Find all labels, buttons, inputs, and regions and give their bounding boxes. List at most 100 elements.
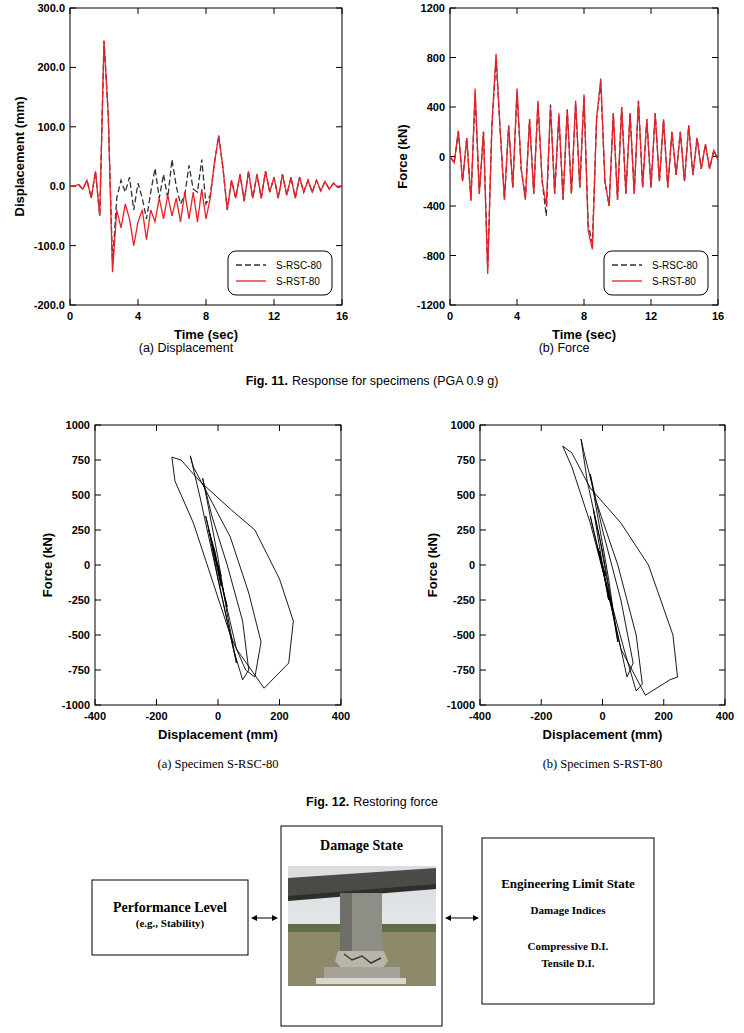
y-tick-label: -400 bbox=[423, 200, 445, 212]
y-tick bbox=[335, 670, 341, 671]
y-tick bbox=[336, 8, 342, 9]
data-group bbox=[172, 456, 293, 688]
y-tick bbox=[335, 530, 341, 531]
x-tick-label: 16 bbox=[336, 310, 348, 322]
photo-damage bbox=[335, 951, 388, 969]
y-tick-label: 100.0 bbox=[37, 121, 65, 133]
y-tick-label: -200.0 bbox=[34, 299, 65, 311]
data-group bbox=[563, 439, 678, 695]
x-axis-title: Displacement (mm) bbox=[158, 727, 278, 742]
y-tick bbox=[95, 425, 101, 426]
x-tick-label: 8 bbox=[203, 310, 209, 322]
legend-swatch bbox=[612, 264, 642, 265]
page: -200.0-100.00.0100.0200.0300.00481216Tim… bbox=[0, 0, 744, 1033]
legend: S-RSC-80S-RST-80 bbox=[228, 251, 332, 295]
legend-swatch bbox=[236, 264, 266, 265]
x-tick bbox=[584, 8, 585, 14]
y-tick-label: 200.0 bbox=[37, 61, 65, 73]
y-tick bbox=[450, 255, 456, 256]
x-tick bbox=[156, 425, 157, 431]
panel-caption: (a) Displacement bbox=[139, 341, 234, 355]
x-tick bbox=[517, 299, 518, 305]
x-tick bbox=[480, 699, 481, 705]
y-tick-label: -100.0 bbox=[34, 240, 65, 252]
y-tick-label: 400 bbox=[427, 101, 445, 113]
y-tick bbox=[450, 305, 456, 306]
arrow-shaft bbox=[450, 918, 474, 919]
x-tick bbox=[718, 8, 719, 14]
legend-swatch bbox=[236, 280, 266, 281]
y-tick bbox=[719, 530, 725, 531]
hysteresis-line bbox=[563, 439, 678, 695]
y-tick-label: 250 bbox=[457, 524, 475, 536]
x-tick-label: -200 bbox=[530, 710, 552, 722]
plot-frame bbox=[480, 425, 725, 705]
y-tick bbox=[95, 670, 101, 671]
y-tick-label: -800 bbox=[423, 250, 445, 262]
x-tick-label: 8 bbox=[581, 310, 587, 322]
y-tick bbox=[450, 57, 456, 58]
y-tick-label: -500 bbox=[68, 629, 90, 641]
diagram-box bbox=[482, 838, 654, 1004]
y-axis-title: Force (kN) bbox=[40, 533, 55, 597]
x-tick bbox=[541, 425, 542, 431]
x-tick bbox=[341, 699, 342, 705]
y-tick-label: 0 bbox=[439, 151, 445, 163]
node-title: Damage State bbox=[320, 838, 403, 853]
panel-caption: (b) Specimen S-RST-80 bbox=[543, 757, 663, 771]
y-tick bbox=[335, 565, 341, 566]
figure-caption: Fig. 11.Response for specimens (PGA 0.9 … bbox=[246, 374, 499, 388]
y-tick bbox=[336, 305, 342, 306]
x-tick-label: -400 bbox=[84, 710, 106, 722]
y-tick bbox=[480, 670, 486, 671]
y-tick bbox=[70, 126, 76, 127]
node-title: Performance Level bbox=[113, 900, 227, 915]
diagram: Performance Level(e.g., Stability)Damage… bbox=[92, 826, 654, 1026]
figure-caption: Fig. 12.Restoring force bbox=[306, 795, 438, 809]
y-tick bbox=[719, 565, 725, 566]
node-line: Compressive D.I. bbox=[528, 940, 609, 952]
y-tick-label: 300.0 bbox=[37, 2, 65, 14]
x-tick bbox=[206, 299, 207, 305]
x-tick bbox=[274, 299, 275, 305]
y-tick-label: 1200 bbox=[421, 2, 445, 14]
y-tick bbox=[335, 600, 341, 601]
x-tick bbox=[517, 8, 518, 14]
x-tick-label: 400 bbox=[716, 710, 734, 722]
y-tick bbox=[335, 635, 341, 636]
x-tick bbox=[342, 8, 343, 14]
caption-label: Fig. 12. bbox=[306, 795, 349, 809]
y-tick-label: 750 bbox=[72, 454, 90, 466]
y-tick-label: -250 bbox=[68, 594, 90, 606]
x-tick bbox=[70, 299, 71, 305]
y-tick bbox=[95, 495, 101, 496]
x-tick-label: 12 bbox=[645, 310, 657, 322]
x-tick bbox=[342, 299, 343, 305]
y-tick-label: -1200 bbox=[417, 299, 445, 311]
plot-frame bbox=[450, 8, 718, 305]
chart: -1000-750-500-25002505007501000-400-2000… bbox=[425, 419, 734, 771]
y-tick bbox=[712, 206, 718, 207]
y-tick bbox=[719, 495, 725, 496]
y-tick-label: 1000 bbox=[66, 419, 90, 431]
y-tick bbox=[480, 530, 486, 531]
x-tick-label: 12 bbox=[268, 310, 280, 322]
x-tick-label: 0 bbox=[215, 710, 221, 722]
photo-crack bbox=[344, 954, 381, 963]
photo-sky bbox=[288, 866, 436, 986]
y-tick-label: 800 bbox=[427, 52, 445, 64]
y-tick bbox=[712, 107, 718, 108]
x-tick bbox=[279, 699, 280, 705]
x-tick bbox=[138, 8, 139, 14]
y-tick-label: 0 bbox=[469, 559, 475, 571]
y-tick-label: -750 bbox=[68, 664, 90, 676]
y-tick-label: -750 bbox=[453, 664, 475, 676]
data-group bbox=[450, 54, 718, 274]
y-tick bbox=[95, 460, 101, 461]
x-tick bbox=[584, 299, 585, 305]
y-tick-label: 0.0 bbox=[50, 180, 65, 192]
y-tick bbox=[480, 495, 486, 496]
y-tick bbox=[336, 245, 342, 246]
legend-label: S-RST-80 bbox=[276, 276, 320, 287]
photo-pier bbox=[340, 893, 382, 953]
